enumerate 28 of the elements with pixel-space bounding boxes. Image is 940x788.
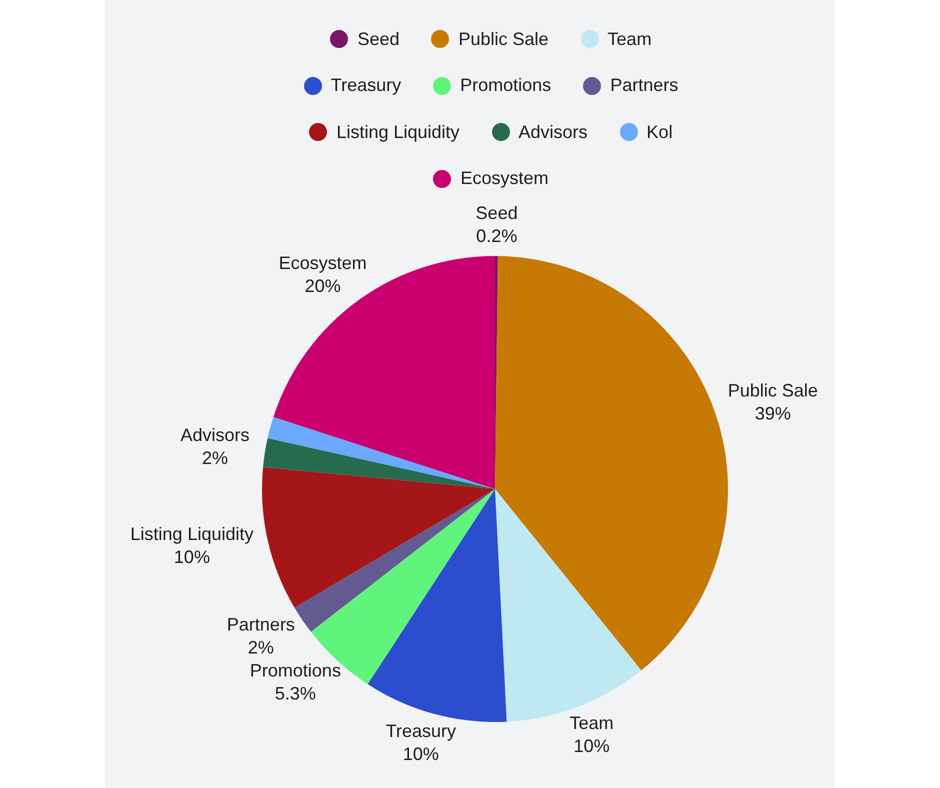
- slice-label: Promotions: [250, 660, 341, 680]
- data-label: 0.2%: [476, 226, 518, 246]
- legend-label: Kol: [646, 122, 673, 143]
- slice-label: Ecosystem: [278, 253, 367, 274]
- legend-label: Listing Liquidity: [336, 122, 460, 143]
- legend-label: Ecosystem: [460, 168, 549, 190]
- data-label: 39%: [754, 403, 791, 424]
- slice-label: Team: [570, 712, 614, 733]
- legend-label: Public Sale: [458, 28, 549, 50]
- legend-label: Treasury: [330, 75, 402, 96]
- slice-label: Partners: [226, 614, 295, 635]
- slice-label: Seed: [476, 202, 518, 223]
- data-label: 2%: [202, 448, 228, 468]
- data-label: 10%: [574, 736, 610, 756]
- legend-label: Seed: [357, 28, 400, 50]
- legend-label: Team: [608, 28, 652, 50]
- data-label: 2%: [248, 638, 274, 658]
- legend-label: Partners: [610, 75, 678, 96]
- data-label: 10%: [174, 546, 210, 567]
- slice-label: Advisors: [180, 425, 250, 446]
- legend-label: Advisors: [518, 122, 588, 143]
- data-label: 5.3%: [274, 683, 316, 704]
- legend-label: Promotions: [460, 75, 552, 96]
- slice-label: Treasury: [386, 721, 456, 742]
- data-label: 20%: [304, 276, 341, 296]
- slice-label: Listing Liquidity: [130, 524, 254, 544]
- data-label: 10%: [402, 744, 439, 764]
- slice-label: Public Sale: [728, 380, 818, 400]
